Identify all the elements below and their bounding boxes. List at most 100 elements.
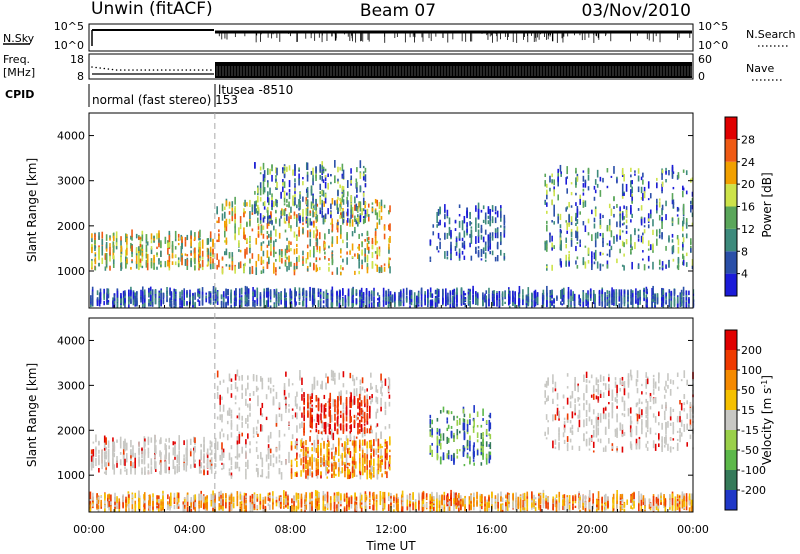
data-cell <box>455 242 458 248</box>
data-cell <box>238 289 241 294</box>
data-cell <box>334 408 336 416</box>
data-cell <box>277 293 280 298</box>
data-cell <box>173 291 176 300</box>
freq-label: Freq. <box>3 53 30 66</box>
data-cell <box>103 294 105 298</box>
data-cell <box>352 288 354 295</box>
data-cell <box>527 299 530 307</box>
data-cell <box>469 221 471 226</box>
data-cell <box>171 254 174 259</box>
data-cell <box>685 222 688 229</box>
data-cell <box>656 204 658 211</box>
data-cell <box>251 228 254 232</box>
data-cell <box>107 440 110 449</box>
data-cell <box>456 287 458 295</box>
data-cell <box>349 250 351 255</box>
data-cell <box>288 240 290 243</box>
data-cell <box>656 198 658 204</box>
data-cell <box>141 291 144 300</box>
data-cell <box>661 181 664 187</box>
data-cell <box>374 210 377 216</box>
data-cell <box>616 176 618 180</box>
data-cell <box>91 302 94 306</box>
data-cell <box>619 221 621 226</box>
data-cell <box>234 381 237 390</box>
data-cell <box>661 208 663 216</box>
data-cell <box>668 260 670 268</box>
data-cell <box>257 234 260 238</box>
data-cell <box>594 232 597 239</box>
data-cell <box>234 465 237 469</box>
data-cell <box>210 459 213 464</box>
data-cell <box>592 289 595 297</box>
data-cell <box>361 249 363 256</box>
data-cell <box>219 404 221 412</box>
data-cell <box>302 250 304 256</box>
data-cell <box>354 215 356 222</box>
data-cell <box>219 454 221 461</box>
data-cell <box>559 224 562 229</box>
data-cell <box>364 215 366 222</box>
data-cell <box>357 253 359 259</box>
data-cell <box>491 293 494 297</box>
data-cell <box>647 218 650 222</box>
data-cell <box>267 294 270 303</box>
data-cell <box>311 298 314 305</box>
data-cell <box>351 296 354 304</box>
data-cell <box>261 377 264 381</box>
data-cell <box>312 195 314 199</box>
data-cell <box>132 462 134 469</box>
data-cell <box>259 197 262 202</box>
data-cell <box>112 437 114 442</box>
data-cell <box>119 459 122 462</box>
data-cell <box>290 290 293 298</box>
data-cell <box>658 266 661 270</box>
data-cell <box>298 230 300 237</box>
data-cell <box>377 292 379 296</box>
data-cell <box>339 291 341 297</box>
data-cell <box>269 462 272 466</box>
data-cell <box>150 466 153 475</box>
data-cell <box>190 230 192 239</box>
data-cell <box>177 259 180 267</box>
data-cell <box>362 218 365 225</box>
data-cell <box>131 245 133 252</box>
data-cell <box>249 243 251 249</box>
data-cell <box>184 237 187 242</box>
data-cell <box>362 165 365 169</box>
data-cell <box>378 266 381 271</box>
data-cell <box>584 179 587 184</box>
data-cell <box>640 196 643 200</box>
data-cell <box>179 291 181 297</box>
data-cell <box>643 217 646 224</box>
data-cell <box>172 464 175 469</box>
data-cell <box>389 295 392 298</box>
data-cell <box>101 455 103 460</box>
station-title: Unwin (fitACF) <box>91 0 213 19</box>
data-cell <box>226 420 229 425</box>
data-cell <box>159 439 161 445</box>
data-cell <box>141 447 143 454</box>
data-cell <box>301 421 303 428</box>
data-cell <box>321 175 324 182</box>
data-cell <box>525 300 528 304</box>
data-cell <box>621 191 624 197</box>
data-cell <box>107 460 110 467</box>
data-cell <box>608 243 611 247</box>
data-cell <box>128 300 130 305</box>
data-cell <box>270 239 272 244</box>
data-cell <box>174 254 177 258</box>
data-cell <box>230 475 233 479</box>
data-cell <box>269 377 272 384</box>
data-cell <box>143 291 146 297</box>
data-cell <box>94 245 97 248</box>
data-cell <box>168 267 171 271</box>
data-cell <box>135 256 138 264</box>
data-cell <box>342 258 344 263</box>
data-cell <box>286 256 288 260</box>
data-cell <box>172 463 175 467</box>
data-cell <box>257 395 259 402</box>
data-cell <box>299 203 301 207</box>
data-cell <box>549 232 551 235</box>
data-cell <box>679 304 682 308</box>
